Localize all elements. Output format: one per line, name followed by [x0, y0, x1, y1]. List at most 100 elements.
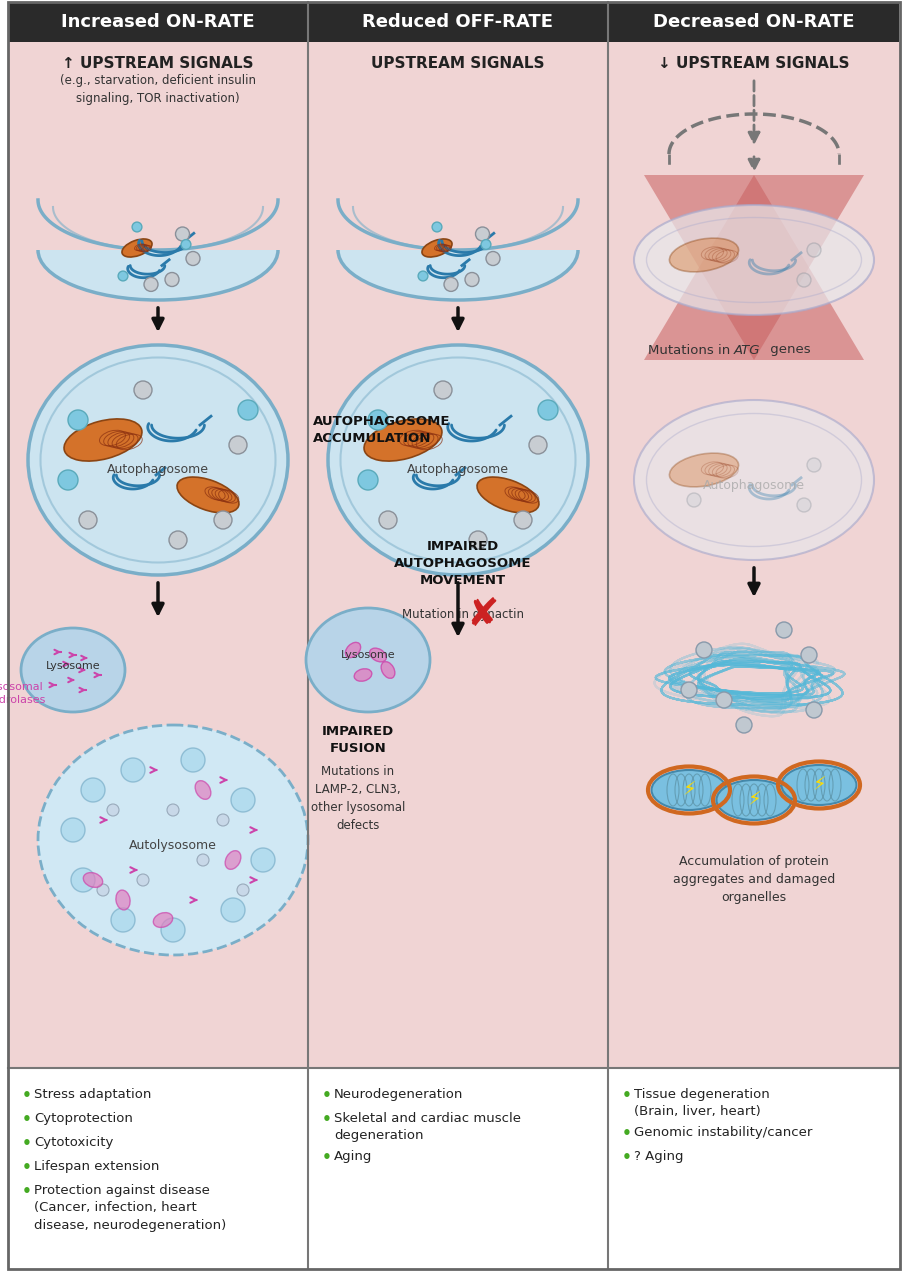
- Text: ? Aging: ? Aging: [634, 1150, 684, 1163]
- Circle shape: [217, 813, 229, 826]
- Text: AUTOPHAGOSOME
ACCUMULATION: AUTOPHAGOSOME ACCUMULATION: [313, 416, 450, 445]
- Text: Skeletal and cardiac muscle
degeneration: Skeletal and cardiac muscle degeneration: [334, 1112, 521, 1143]
- Circle shape: [61, 819, 85, 841]
- Circle shape: [134, 381, 152, 399]
- Circle shape: [806, 702, 822, 718]
- Text: UPSTREAM SIGNALS: UPSTREAM SIGNALS: [371, 56, 545, 71]
- Ellipse shape: [153, 913, 173, 928]
- Ellipse shape: [338, 200, 578, 300]
- Circle shape: [107, 805, 119, 816]
- Circle shape: [444, 277, 458, 291]
- Circle shape: [481, 240, 491, 249]
- Ellipse shape: [64, 419, 142, 461]
- Text: Protection against disease
(Cancer, infection, heart
disease, neurodegeneration): Protection against disease (Cancer, infe…: [34, 1185, 226, 1232]
- Ellipse shape: [782, 765, 856, 805]
- Text: Autophagosome: Autophagosome: [703, 478, 805, 492]
- Ellipse shape: [306, 608, 430, 712]
- Text: •: •: [22, 1185, 32, 1199]
- Circle shape: [144, 277, 158, 291]
- Circle shape: [797, 273, 811, 287]
- Text: Genomic instability/cancer: Genomic instability/cancer: [634, 1126, 813, 1139]
- Circle shape: [469, 531, 487, 549]
- Circle shape: [418, 271, 428, 281]
- Text: Stress adaptation: Stress adaptation: [34, 1088, 152, 1101]
- Ellipse shape: [328, 344, 588, 574]
- Circle shape: [221, 899, 245, 921]
- Circle shape: [71, 868, 95, 892]
- Circle shape: [58, 470, 78, 491]
- Text: •: •: [622, 1088, 632, 1103]
- Text: ⚡: ⚡: [747, 791, 761, 810]
- Circle shape: [181, 240, 191, 249]
- Ellipse shape: [634, 400, 874, 561]
- Bar: [8, 1068, 900, 1271]
- Circle shape: [132, 222, 142, 231]
- Bar: [328, 42, 588, 250]
- Text: •: •: [22, 1136, 32, 1152]
- Text: Lifespan extension: Lifespan extension: [34, 1160, 160, 1173]
- Circle shape: [229, 436, 247, 454]
- Text: Lysosomal
hydrolases: Lysosomal hydrolases: [0, 683, 45, 705]
- Circle shape: [687, 493, 701, 507]
- Circle shape: [776, 622, 792, 638]
- Circle shape: [197, 854, 209, 866]
- Text: Accumulation of protein
aggregates and damaged
organelles: Accumulation of protein aggregates and d…: [673, 855, 835, 904]
- Circle shape: [538, 400, 558, 419]
- Circle shape: [175, 228, 190, 241]
- Ellipse shape: [38, 724, 308, 955]
- Circle shape: [165, 272, 179, 286]
- Circle shape: [81, 778, 105, 802]
- Text: IMPAIRED
FUSION: IMPAIRED FUSION: [321, 724, 394, 755]
- Ellipse shape: [122, 239, 152, 257]
- Circle shape: [137, 874, 149, 886]
- Text: Tissue degeneration
(Brain, liver, heart): Tissue degeneration (Brain, liver, heart…: [634, 1088, 770, 1118]
- Ellipse shape: [195, 780, 211, 799]
- Circle shape: [465, 272, 479, 286]
- Ellipse shape: [84, 873, 103, 887]
- Ellipse shape: [669, 238, 738, 272]
- Ellipse shape: [177, 477, 239, 513]
- Text: ATG: ATG: [734, 343, 761, 356]
- Bar: [9, 3, 307, 42]
- Text: •: •: [22, 1088, 32, 1103]
- Ellipse shape: [354, 669, 372, 681]
- Circle shape: [681, 683, 697, 698]
- Ellipse shape: [370, 648, 386, 662]
- Text: Increased ON-RATE: Increased ON-RATE: [61, 13, 255, 31]
- Text: Lysosome: Lysosome: [45, 661, 100, 671]
- Text: Aging: Aging: [334, 1150, 372, 1163]
- Text: •: •: [322, 1088, 332, 1103]
- Text: •: •: [322, 1112, 332, 1127]
- Text: •: •: [322, 1150, 332, 1166]
- Text: ⚡: ⚡: [682, 780, 696, 799]
- Circle shape: [161, 918, 185, 942]
- Ellipse shape: [634, 205, 874, 315]
- Text: Lysosome: Lysosome: [340, 649, 395, 660]
- Circle shape: [486, 252, 500, 266]
- Bar: [8, 42, 900, 1068]
- Ellipse shape: [716, 780, 792, 820]
- Circle shape: [68, 411, 88, 430]
- Text: Cytotoxicity: Cytotoxicity: [34, 1136, 114, 1149]
- Ellipse shape: [28, 344, 288, 574]
- Text: IMPAIRED
AUTOPHAGOSOME
MOVEMENT: IMPAIRED AUTOPHAGOSOME MOVEMENT: [394, 540, 532, 587]
- Ellipse shape: [652, 770, 726, 810]
- Circle shape: [529, 436, 547, 454]
- Circle shape: [97, 885, 109, 896]
- Text: •: •: [622, 1126, 632, 1141]
- Text: Autophagosome: Autophagosome: [407, 464, 509, 477]
- Ellipse shape: [345, 642, 360, 657]
- Circle shape: [797, 498, 811, 512]
- Ellipse shape: [116, 890, 130, 910]
- Circle shape: [807, 458, 821, 472]
- Ellipse shape: [381, 662, 395, 679]
- Bar: [28, 42, 288, 250]
- Text: ↑ UPSTREAM SIGNALS: ↑ UPSTREAM SIGNALS: [63, 56, 253, 71]
- Polygon shape: [644, 175, 864, 360]
- Bar: [309, 3, 607, 42]
- Text: Cytoprotection: Cytoprotection: [34, 1112, 133, 1125]
- Text: •: •: [22, 1112, 32, 1127]
- Text: Mutation in dynactin: Mutation in dynactin: [402, 608, 524, 622]
- Circle shape: [379, 511, 397, 529]
- Text: •: •: [22, 1160, 32, 1174]
